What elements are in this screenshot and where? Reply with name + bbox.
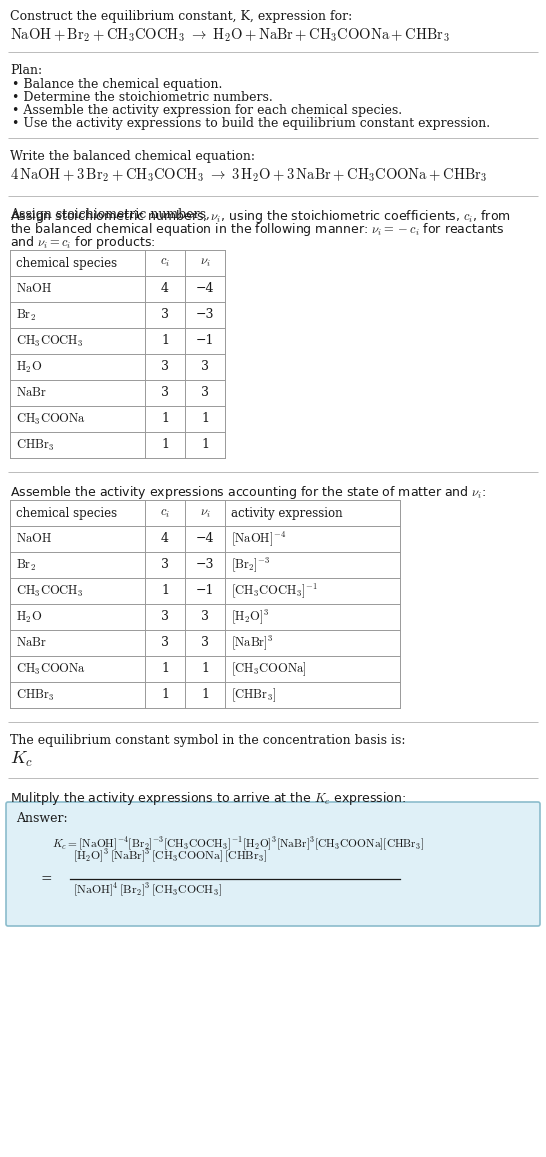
Text: −4: −4 bbox=[196, 532, 214, 545]
Text: −3: −3 bbox=[196, 309, 214, 322]
Text: 1: 1 bbox=[161, 413, 169, 426]
Text: 1: 1 bbox=[201, 663, 209, 676]
Text: $\mathrm{NaBr}$: $\mathrm{NaBr}$ bbox=[16, 636, 47, 649]
Text: 1: 1 bbox=[201, 413, 209, 426]
Text: 3: 3 bbox=[161, 361, 169, 374]
Text: 1: 1 bbox=[161, 584, 169, 597]
Text: $\mathrm{CHBr_3}$: $\mathrm{CHBr_3}$ bbox=[16, 687, 55, 702]
Text: $\mathrm{CH_3COCH_3}$: $\mathrm{CH_3COCH_3}$ bbox=[16, 583, 84, 598]
Text: $\mathrm{[NaOH]^4\,[Br_2]^3\,[CH_3COCH_3]}$: $\mathrm{[NaOH]^4\,[Br_2]^3\,[CH_3COCH_3… bbox=[73, 882, 222, 899]
Text: Assign stoichiometric numbers,: Assign stoichiometric numbers, bbox=[10, 208, 214, 221]
Text: −4: −4 bbox=[196, 282, 214, 295]
Text: • Determine the stoichiometric numbers.: • Determine the stoichiometric numbers. bbox=[12, 91, 273, 104]
Text: 1: 1 bbox=[161, 663, 169, 676]
Text: $\mathrm{CH_3COCH_3}$: $\mathrm{CH_3COCH_3}$ bbox=[16, 333, 84, 348]
Text: $\mathrm{[CH_3COONa]}$: $\mathrm{[CH_3COONa]}$ bbox=[231, 661, 307, 678]
Text: $\mathrm{[NaOH]^{-4}}$: $\mathrm{[NaOH]^{-4}}$ bbox=[231, 530, 286, 548]
Text: $\mathrm{[NaBr]^3}$: $\mathrm{[NaBr]^3}$ bbox=[231, 634, 274, 653]
Text: • Balance the chemical equation.: • Balance the chemical equation. bbox=[12, 78, 222, 91]
Text: the balanced chemical equation in the following manner: $\nu_i = -c_i$ for react: the balanced chemical equation in the fo… bbox=[10, 221, 505, 238]
Text: chemical species: chemical species bbox=[16, 507, 117, 519]
Text: Write the balanced chemical equation:: Write the balanced chemical equation: bbox=[10, 150, 255, 163]
Text: $K_c = \mathrm{[NaOH]^{-4}[Br_2]^{-3}[CH_3COCH_3]^{-1}[H_2O]^3[NaBr]^3[CH_3COONa: $K_c = \mathrm{[NaOH]^{-4}[Br_2]^{-3}[CH… bbox=[52, 837, 424, 854]
Text: 3: 3 bbox=[161, 309, 169, 322]
Text: $\mathrm{Br_2}$: $\mathrm{Br_2}$ bbox=[16, 308, 36, 323]
Text: chemical species: chemical species bbox=[16, 257, 117, 270]
Text: 3: 3 bbox=[201, 386, 209, 399]
Text: $\mathrm{NaOH}$: $\mathrm{NaOH}$ bbox=[16, 532, 52, 545]
Text: 3: 3 bbox=[201, 636, 209, 649]
Text: −1: −1 bbox=[196, 334, 214, 347]
Text: $\mathrm{[H_2O]^3}$: $\mathrm{[H_2O]^3}$ bbox=[231, 607, 269, 626]
Text: $\nu_i$: $\nu_i$ bbox=[200, 257, 210, 270]
Text: −3: −3 bbox=[196, 559, 214, 572]
Text: $\mathrm{[Br_2]^{-3}}$: $\mathrm{[Br_2]^{-3}}$ bbox=[231, 555, 271, 574]
Text: $\mathrm{NaBr}$: $\mathrm{NaBr}$ bbox=[16, 386, 47, 399]
Text: $\mathrm{H_2O}$: $\mathrm{H_2O}$ bbox=[16, 610, 42, 625]
Text: Assign stoichiometric numbers, $\nu_i$, using the stoichiometric coefficients, $: Assign stoichiometric numbers, $\nu_i$, … bbox=[10, 208, 511, 224]
Text: Plan:: Plan: bbox=[10, 64, 42, 78]
Text: −1: −1 bbox=[196, 584, 214, 597]
Text: =: = bbox=[40, 872, 52, 886]
Text: • Assemble the activity expression for each chemical species.: • Assemble the activity expression for e… bbox=[12, 104, 402, 117]
Text: $\mathrm{[CHBr_3]}$: $\mathrm{[CHBr_3]}$ bbox=[231, 686, 276, 703]
Text: Assemble the activity expressions accounting for the state of matter and $\nu_i$: Assemble the activity expressions accoun… bbox=[10, 484, 486, 501]
Text: $\mathrm{4\,NaOH + 3\,Br_2 + CH_3COCH_3 \ \rightarrow \ 3\,H_2O + 3\,NaBr + CH_3: $\mathrm{4\,NaOH + 3\,Br_2 + CH_3COCH_3 … bbox=[10, 165, 488, 184]
Text: Construct the equilibrium constant, K, expression for:: Construct the equilibrium constant, K, e… bbox=[10, 10, 352, 23]
Text: $\mathrm{NaOH + Br_2 + CH_3COCH_3 \ \rightarrow \ H_2O + NaBr + CH_3COONa + CHBr: $\mathrm{NaOH + Br_2 + CH_3COCH_3 \ \rig… bbox=[10, 25, 450, 44]
Text: $\mathrm{NaOH}$: $\mathrm{NaOH}$ bbox=[16, 282, 52, 295]
Text: 3: 3 bbox=[161, 386, 169, 399]
Text: 1: 1 bbox=[161, 334, 169, 347]
Text: The equilibrium constant symbol in the concentration basis is:: The equilibrium constant symbol in the c… bbox=[10, 734, 406, 747]
Text: $\mathrm{[H_2O]^3\,[NaBr]^3\,[CH_3COONa]\,[CHBr_3]}$: $\mathrm{[H_2O]^3\,[NaBr]^3\,[CH_3COONa]… bbox=[73, 848, 267, 865]
Text: Mulitply the activity expressions to arrive at the $K_c$ expression:: Mulitply the activity expressions to arr… bbox=[10, 790, 406, 806]
Text: 3: 3 bbox=[201, 361, 209, 374]
Text: 1: 1 bbox=[161, 439, 169, 451]
Text: $\mathrm{CHBr_3}$: $\mathrm{CHBr_3}$ bbox=[16, 437, 55, 452]
Text: 3: 3 bbox=[201, 611, 209, 624]
Text: 4: 4 bbox=[161, 532, 169, 545]
Text: $\nu_i$: $\nu_i$ bbox=[200, 507, 210, 519]
Text: $\mathrm{Br_2}$: $\mathrm{Br_2}$ bbox=[16, 558, 36, 573]
Text: $K_c$: $K_c$ bbox=[10, 750, 33, 769]
Text: and $\nu_i = c_i$ for products:: and $\nu_i = c_i$ for products: bbox=[10, 234, 156, 251]
Text: 3: 3 bbox=[161, 611, 169, 624]
Text: $\mathrm{CH_3COONa}$: $\mathrm{CH_3COONa}$ bbox=[16, 662, 86, 677]
Text: $\mathrm{CH_3COONa}$: $\mathrm{CH_3COONa}$ bbox=[16, 412, 86, 427]
Text: 3: 3 bbox=[161, 559, 169, 572]
Text: activity expression: activity expression bbox=[231, 507, 343, 519]
Text: $\mathrm{H_2O}$: $\mathrm{H_2O}$ bbox=[16, 360, 42, 375]
Text: 3: 3 bbox=[161, 636, 169, 649]
FancyBboxPatch shape bbox=[6, 802, 540, 926]
Text: $c_i$: $c_i$ bbox=[160, 507, 170, 519]
Text: $\mathrm{[CH_3COCH_3]^{-1}}$: $\mathrm{[CH_3COCH_3]^{-1}}$ bbox=[231, 582, 318, 600]
Text: 4: 4 bbox=[161, 282, 169, 295]
Text: • Use the activity expressions to build the equilibrium constant expression.: • Use the activity expressions to build … bbox=[12, 117, 490, 130]
Text: Answer:: Answer: bbox=[16, 812, 68, 825]
Text: $c_i$: $c_i$ bbox=[160, 257, 170, 270]
Text: 1: 1 bbox=[201, 439, 209, 451]
Text: 1: 1 bbox=[201, 688, 209, 701]
Text: 1: 1 bbox=[161, 688, 169, 701]
